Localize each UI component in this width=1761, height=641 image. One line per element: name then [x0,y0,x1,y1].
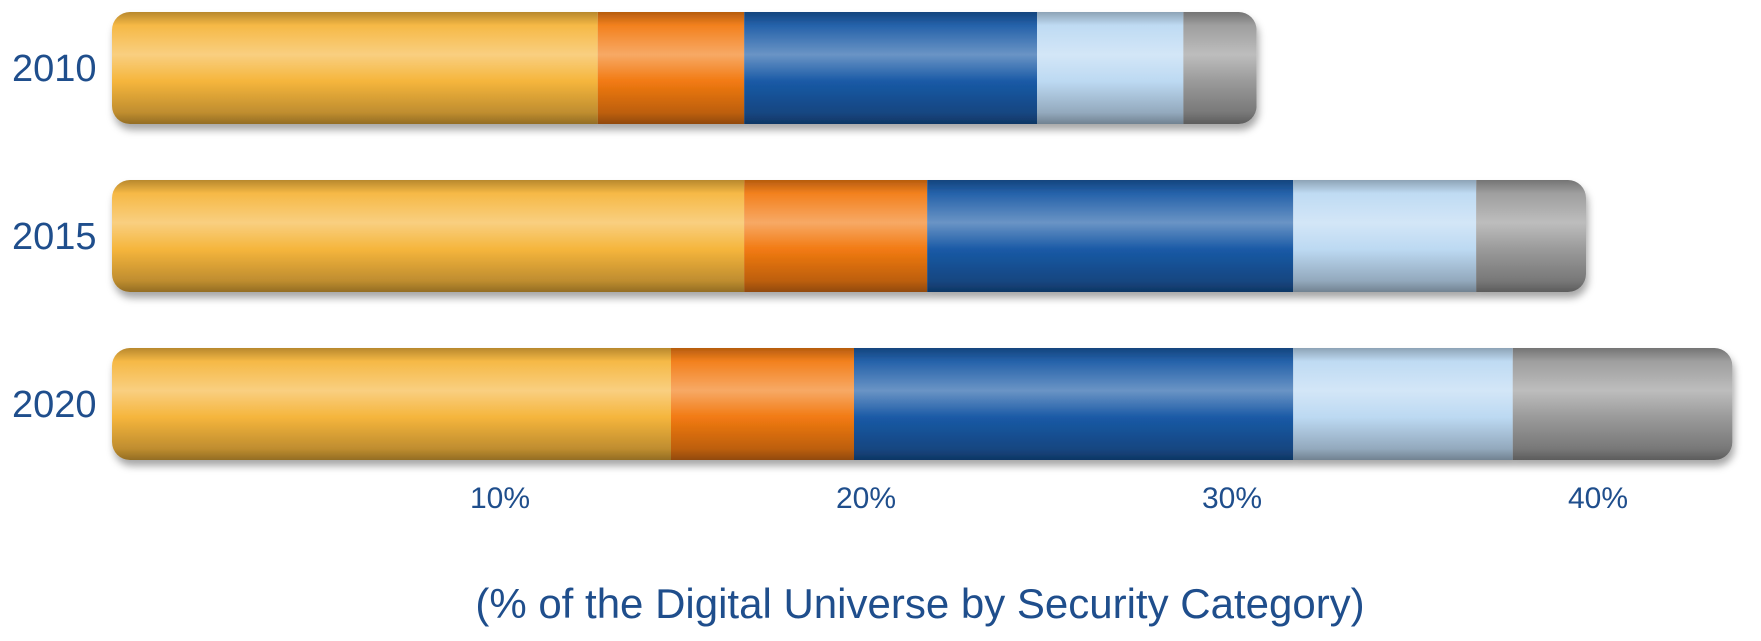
x-tick-label: 10% [470,482,530,515]
bar-segment-2020-5 [1512,348,1733,460]
category-label-2010: 2010 [12,48,97,90]
bar-segment-2015-3 [927,180,1294,292]
category-label-2015: 2015 [12,216,97,258]
bar-segment-2020-2 [671,348,854,460]
bar-segment-2010-1 [112,12,598,124]
bar-segment-2015-2 [744,180,928,292]
category-label-2020: 2020 [12,384,97,426]
bar-segment-2015-4 [1293,180,1477,292]
x-tick-label: 20% [836,482,896,515]
x-tick-label: 30% [1202,482,1262,515]
bar-segment-2020-3 [854,348,1294,460]
bar-segment-2020-1 [112,348,671,460]
bar-segment-2015-1 [112,180,745,292]
x-axis-title: (% of the Digital Universe by Security C… [475,580,1364,627]
bar-segment-2010-5 [1183,12,1257,124]
bars-group [112,12,1733,460]
bar-row-2020 [112,348,1733,460]
bar-row-2015 [112,180,1586,292]
bar-segment-2015-5 [1476,180,1586,292]
category-labels: 2010 2015 2020 [12,48,97,426]
bar-segment-2010-2 [597,12,745,124]
bar-segment-2010-4 [1037,12,1184,124]
x-tick-label: 40% [1568,482,1628,515]
bar-segment-2020-4 [1293,348,1513,460]
bar-segment-2010-3 [744,12,1037,124]
x-tick-labels: 10% 20% 30% 40% [470,482,1628,515]
bar-row-2010 [112,12,1257,124]
